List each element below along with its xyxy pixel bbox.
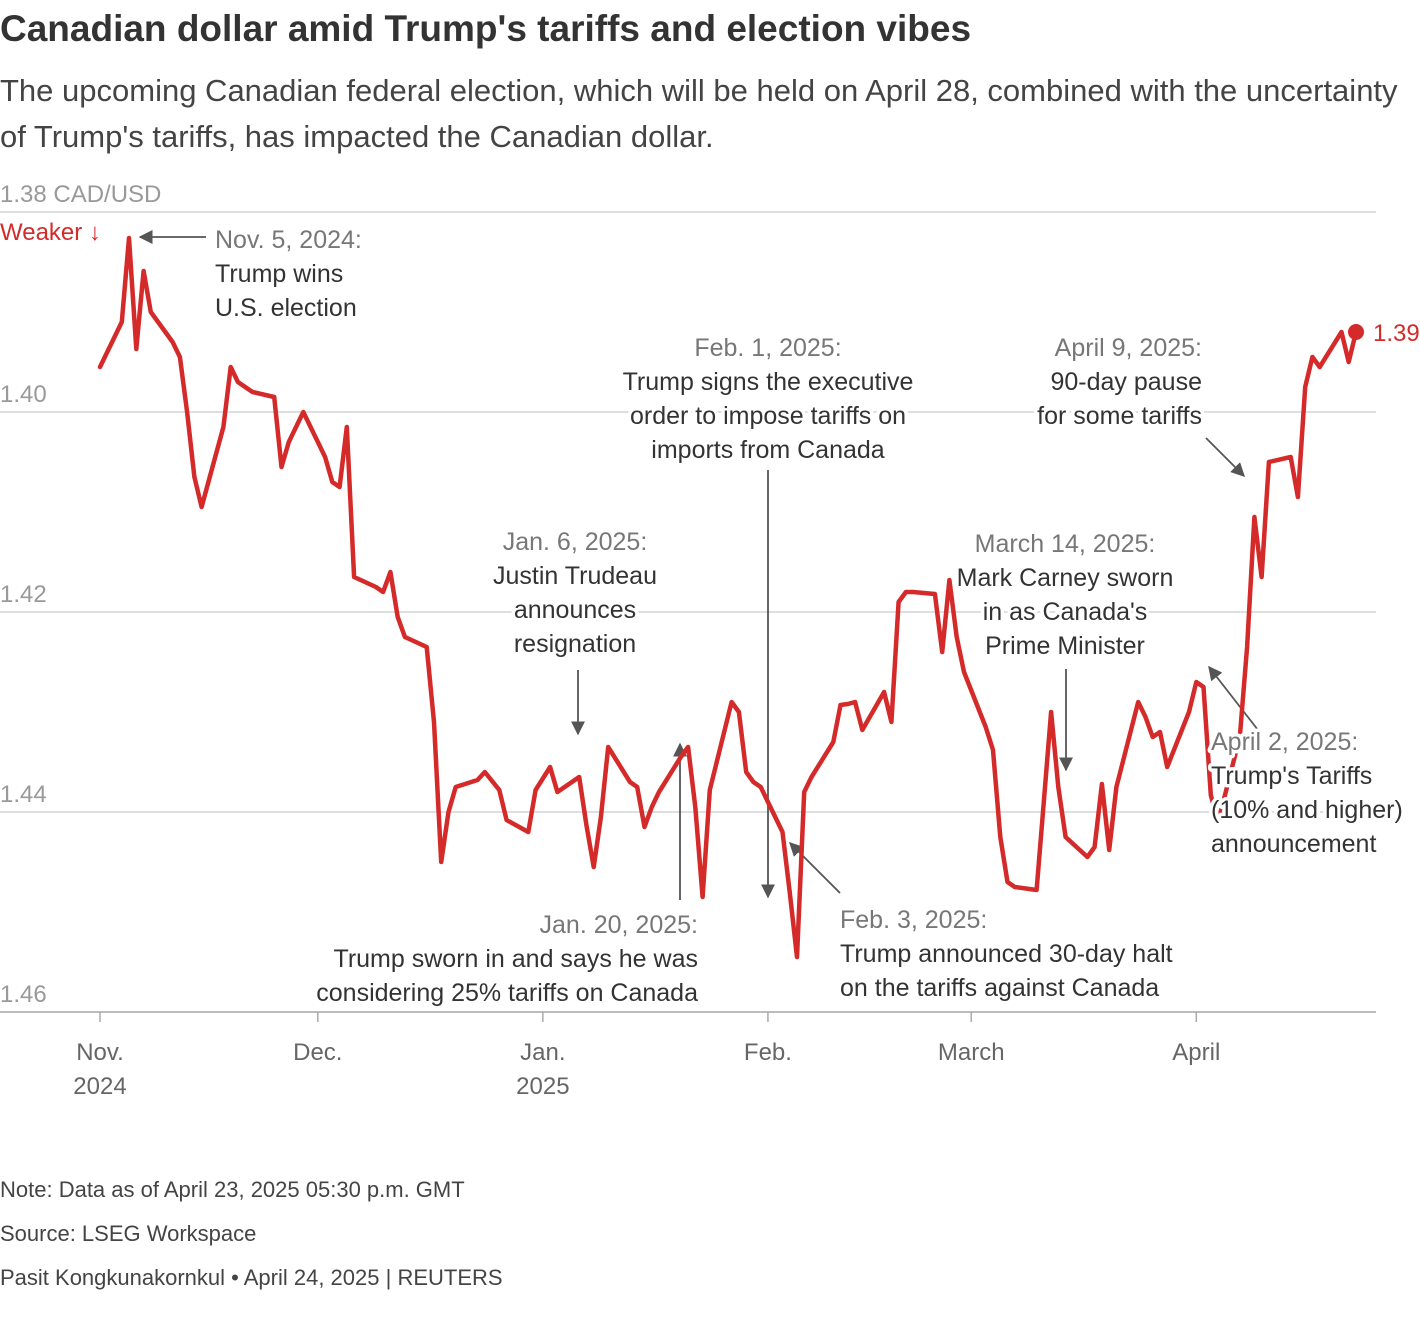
annotation-text: Mark Carney sworn	[957, 564, 1174, 592]
y-tick-label: 1.44	[0, 781, 47, 808]
x-tick-label: Feb.	[744, 1039, 792, 1066]
annotation-text: announces	[514, 596, 636, 624]
annotation-text: Prime Minister	[985, 632, 1145, 660]
annotation-text: resignation	[514, 630, 636, 658]
annotation-text: Trump wins	[215, 260, 343, 288]
x-tick-label: April	[1172, 1039, 1220, 1066]
y-tick-label: 1.40	[0, 381, 47, 408]
x-tick-label: Jan.	[520, 1039, 565, 1066]
annotation-arrow	[1205, 437, 1245, 477]
x-axis-ticks: Nov. 2024 Dec. Jan. 2025 Feb. March April	[73, 1012, 1220, 1100]
x-tick-label: Dec.	[293, 1039, 342, 1066]
annotation-arrow	[789, 842, 841, 894]
last-value-dot	[1348, 324, 1364, 340]
annotation-text: 90-day pause	[1050, 368, 1202, 396]
annotation-date: Jan. 20, 2025:	[540, 911, 698, 939]
annotation-date: April 9, 2025:	[1055, 334, 1202, 362]
x-tick-sublabel: 2025	[516, 1073, 569, 1100]
y-axis-ticks: 1.38 CAD/USD 1.40 1.42 1.44 1.46 Weaker ↓	[0, 181, 161, 1008]
y-tick-label: 1.42	[0, 581, 47, 608]
annotation-labels: Nov. 5, 2024: Trump wins U.S. election Feb.…	[212, 223, 1407, 1011]
annotation-text: Trump announced 30-day halt	[840, 940, 1173, 968]
annotation-date: March 14, 2025:	[975, 530, 1156, 558]
last-value-label: 1.39	[1373, 320, 1420, 347]
annotation-jan6: Jan. 6, 2025: Justin Trudeau announces resi…	[490, 525, 661, 662]
annotation-text: (10% and higher)	[1211, 796, 1403, 824]
annotation-feb1: Feb. 1, 2025: Trump signs the executive or…	[619, 331, 917, 468]
y-tick-label: 1.38 CAD/USD	[0, 181, 161, 208]
annotation-arrows	[138, 230, 1259, 900]
annotation-mar14: March 14, 2025: Mark Carney sworn in as Ca…	[953, 527, 1177, 664]
annotation-text: Trump's Tariffs	[1211, 762, 1372, 790]
annotation-text: announcement	[1211, 830, 1376, 858]
annotation-text: Trump sworn in and says he was	[333, 945, 698, 973]
series-line	[97, 235, 1359, 960]
annotation-arrow	[1208, 665, 1259, 731]
footer-credit: Pasit Kongkunakornkul • April 24, 2025 |…	[0, 1265, 503, 1290]
annotation-date: Feb. 3, 2025:	[840, 906, 987, 934]
footer-source: Source: LSEG Workspace	[0, 1221, 257, 1246]
annotation-text: for some tariffs	[1037, 402, 1202, 430]
annotation-text: in as Canada's	[983, 598, 1148, 626]
annotation-text: on the tariffs against Canada	[840, 974, 1159, 1002]
annotation-text: considering 25% tariffs on Canada	[316, 979, 698, 1007]
footer-note: Note: Data as of April 23, 2025 05:30 p.…	[0, 1177, 465, 1202]
y-tick-label: 1.46	[0, 981, 47, 1008]
grid-layer	[0, 211, 1376, 1013]
direction-label: Weaker ↓	[0, 219, 101, 246]
annotation-date: Jan. 6, 2025:	[503, 528, 648, 556]
annotation-text: order to impose tariffs on	[630, 402, 906, 430]
annotation-nov5: Nov. 5, 2024: Trump wins U.S. election	[212, 223, 366, 326]
x-tick-label: March	[938, 1039, 1005, 1066]
annotation-text: Trump signs the executive	[623, 368, 914, 396]
annotation-text: Justin Trudeau	[493, 562, 657, 590]
chart-subtitle: The upcoming Canadian federal election, …	[0, 73, 1398, 154]
annotation-text: imports from Canada	[651, 436, 885, 464]
series-layer: 1.39	[97, 235, 1420, 960]
annotation-jan20: Jan. 20, 2025: Trump sworn in and says he…	[313, 908, 702, 1011]
chart: 1.38 CAD/USD 1.40 1.42 1.44 1.46 Weaker ↓ Nov…	[0, 181, 1420, 1100]
annotation-date: Feb. 1, 2025:	[694, 334, 841, 362]
x-tick-label: Nov.	[76, 1039, 124, 1066]
annotation-apr2: April 2, 2025: Trump's Tariffs (10% and hi…	[1208, 725, 1407, 862]
annotation-apr9: April 9, 2025: 90-day pause for some tarif…	[1034, 331, 1206, 434]
annotation-feb3: Feb. 3, 2025: Trump announced 30-day halt…	[837, 903, 1177, 1006]
annotation-text: U.S. election	[215, 294, 357, 322]
chart-title: Canadian dollar amid Trump's tariffs and…	[0, 8, 972, 49]
annotation-date: April 2, 2025:	[1211, 728, 1358, 756]
x-tick-sublabel: 2024	[73, 1073, 126, 1100]
annotation-date: Nov. 5, 2024:	[215, 226, 362, 254]
